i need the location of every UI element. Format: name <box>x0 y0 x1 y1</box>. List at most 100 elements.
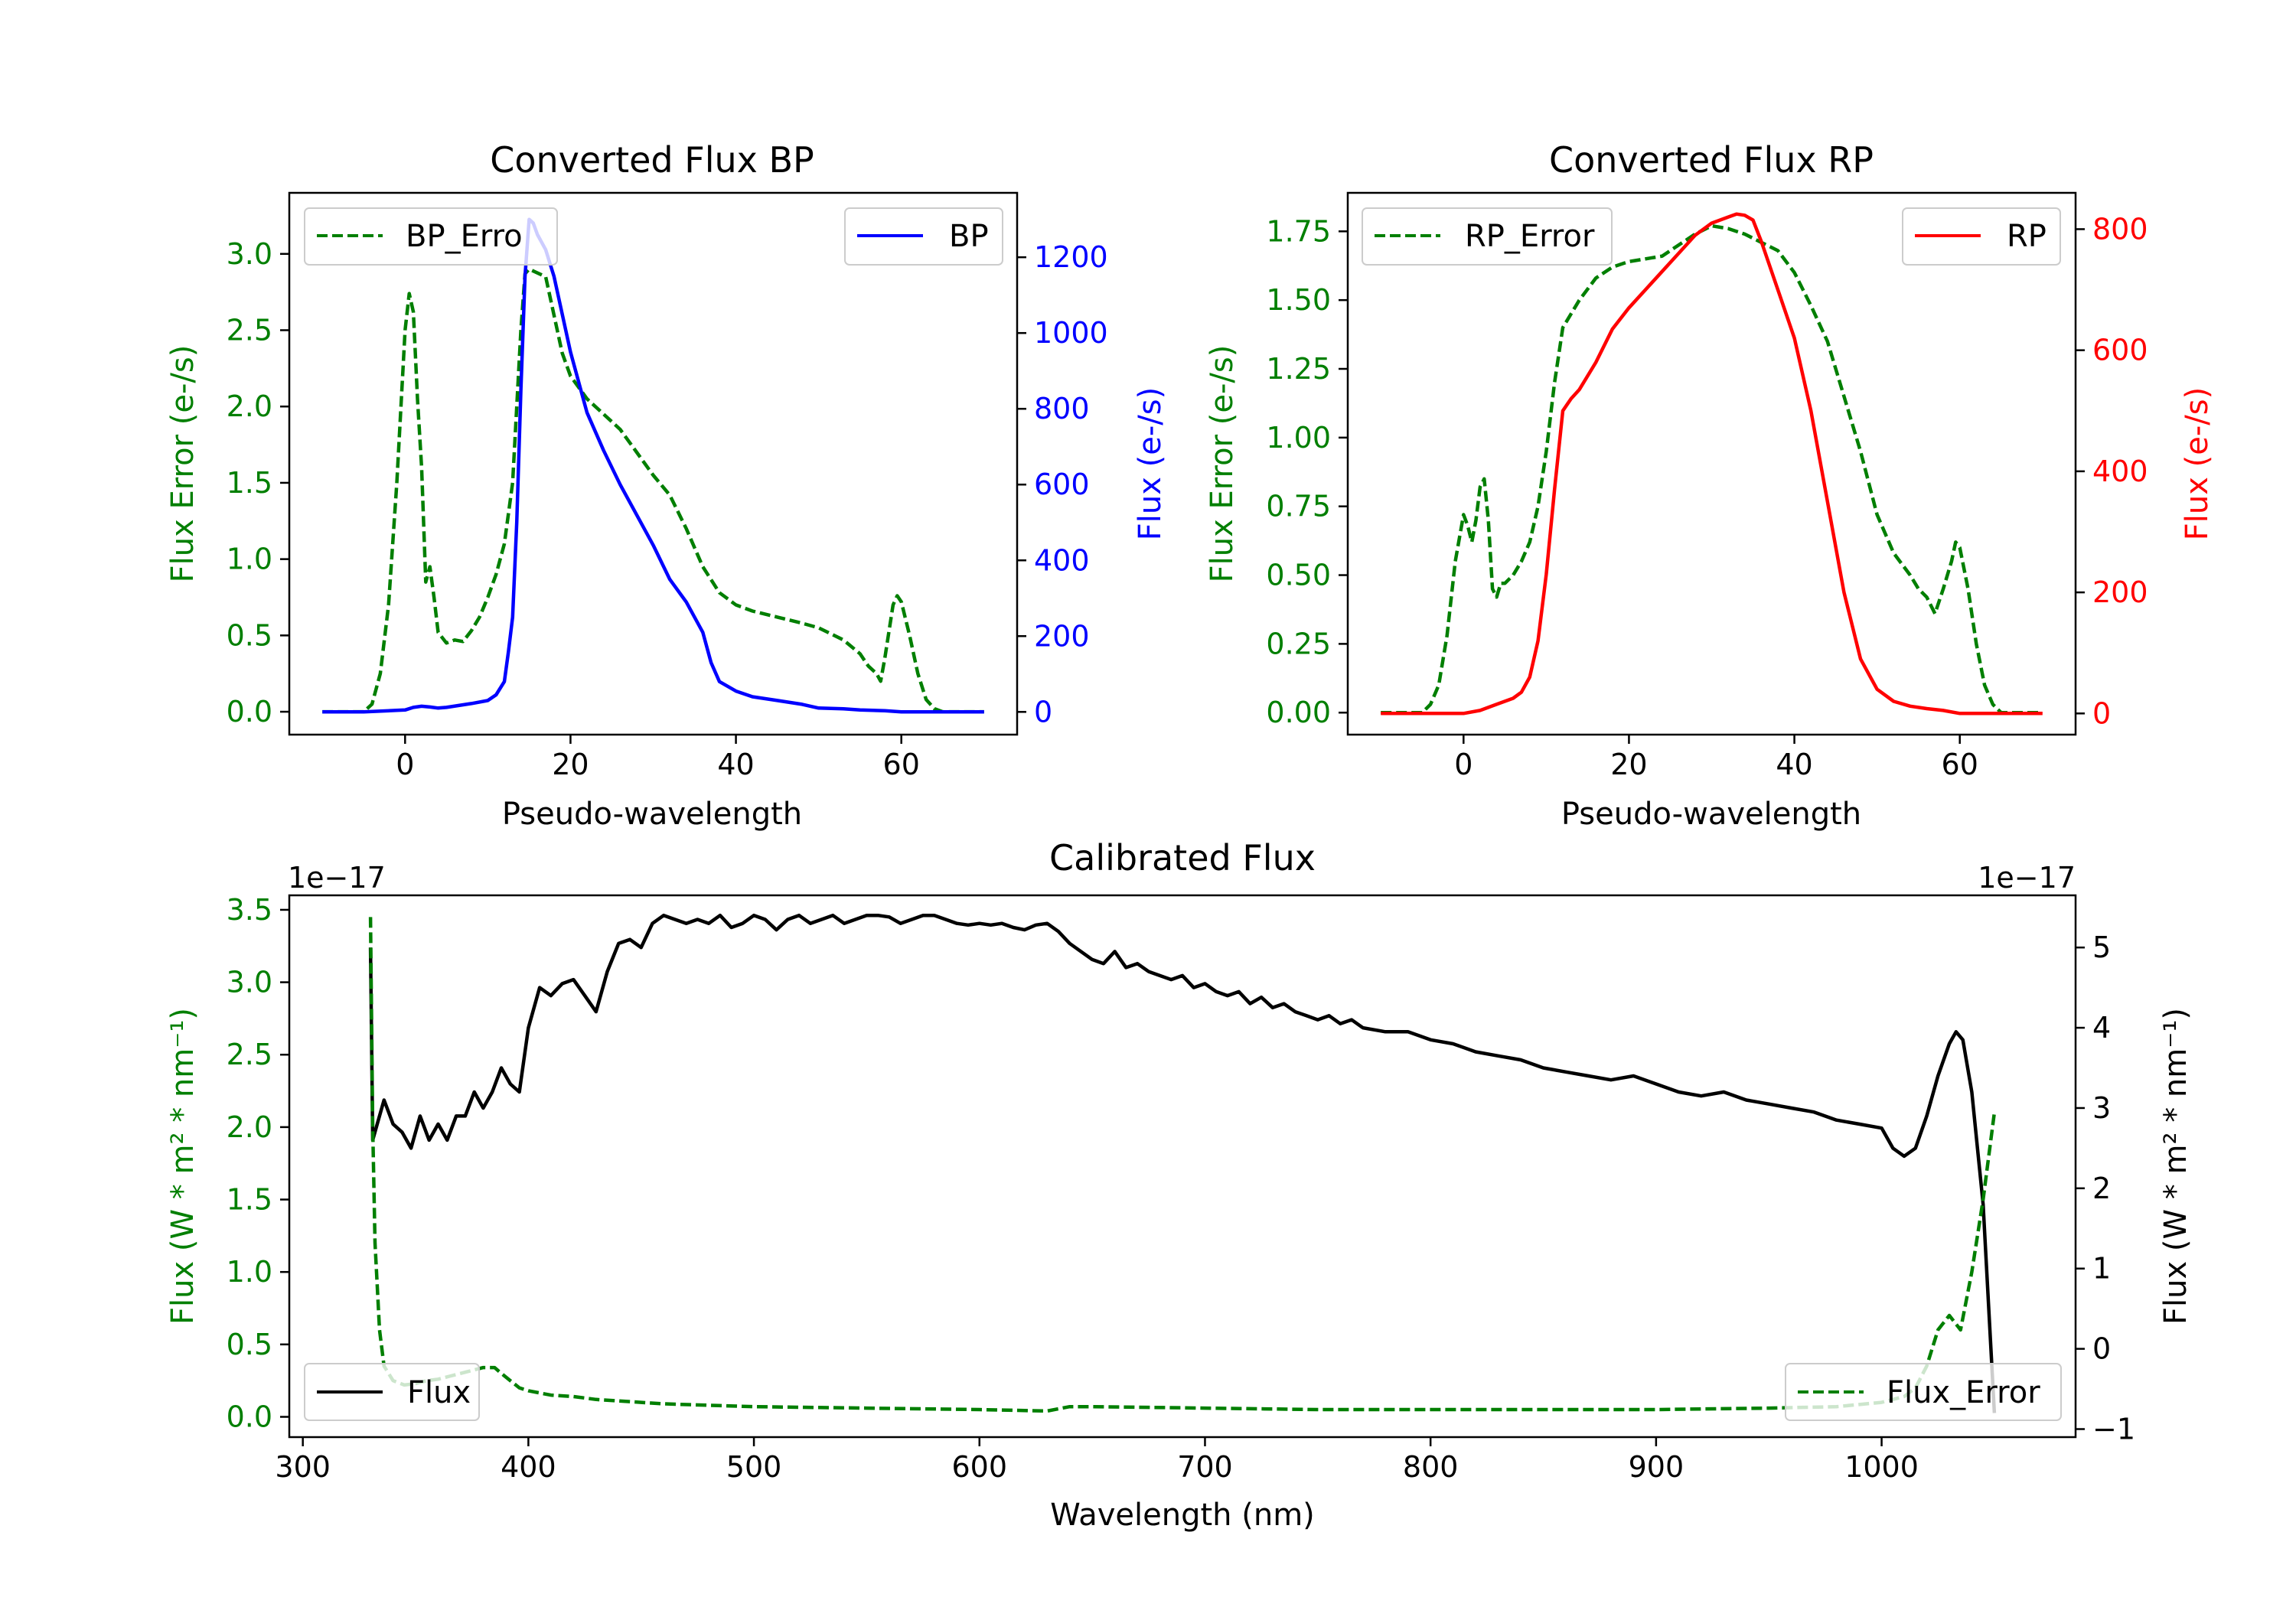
calibrated-panel: Calibrated Flux 1e−17 1e−17 300 400 500 600… <box>165 837 2193 1533</box>
bp-ytick-left-label: 2.5 <box>227 313 272 347</box>
rp-ytick-left-label: 0.75 <box>1266 490 1331 523</box>
cal-ytick-left-label: 3.5 <box>227 893 272 927</box>
cal-xtick-label: 700 <box>1177 1450 1233 1484</box>
rp-axes-frame <box>1346 191 2077 736</box>
bp-ytick-right-label: 200 <box>1034 619 1090 653</box>
legend-box <box>304 1363 480 1421</box>
rp-xtick-label: 40 <box>1776 748 1812 781</box>
rp-ytick-left-label: 1.50 <box>1266 283 1331 317</box>
rp-legend-error: RP_Error <box>1362 207 1613 266</box>
cal-ylabel-right: Flux (W * m² * nm⁻¹) <box>2158 1008 2193 1325</box>
rp-xtick-label: 0 <box>1454 748 1473 781</box>
rp-legend-flux: RP <box>1902 207 2061 266</box>
cal-xlabel: Wavelength (nm) <box>1050 1498 1315 1533</box>
cal-xtick-label: 800 <box>1403 1450 1459 1484</box>
rp-xtick-label: 60 <box>1942 748 1978 781</box>
cal-ytick-right-label: 1 <box>2092 1252 2111 1286</box>
rp-series-rp-error <box>1381 223 2043 715</box>
legend-label: Flux <box>407 1375 471 1410</box>
legend-label: BP_Erro <box>406 219 523 254</box>
rp-ytick-left-label: 1.25 <box>1266 352 1331 386</box>
bp-xtick-label: 40 <box>717 748 754 781</box>
rp-ytick-left-label: 0.00 <box>1266 696 1331 729</box>
cal-ytick-right-label: 5 <box>2092 931 2111 964</box>
cal-ytick-left-label: 0.0 <box>227 1400 272 1433</box>
bp-axes-frame <box>288 191 1019 736</box>
bp-ylabel-right: Flux (e-/s) <box>1133 387 1168 540</box>
rp-panel: Converted Flux RP 0 20 40 60 0.00 0.25 0.50 0.7… <box>1205 139 2215 832</box>
cal-ytick-left-label: 1.0 <box>227 1255 272 1289</box>
rp-series-rp <box>1381 212 2043 715</box>
rp-ticks: 0 20 40 60 0.00 0.25 0.50 0.75 1.00 1.25 1.50 1.75 0… <box>1266 212 2148 781</box>
rp-ytick-right-label: 0 <box>2092 696 2111 730</box>
bp-series-bp <box>322 217 984 714</box>
bp-ytick-right-label: 1000 <box>1034 316 1108 350</box>
cal-ytick-left-label: 2.5 <box>227 1038 272 1071</box>
bp-panel: Converted Flux BP 0 20 40 60 0.0 0.5 1.0 1.5 2.0… <box>165 139 1168 832</box>
bp-ytick-left-label: 0.0 <box>227 695 272 729</box>
bp-ytick-right-label: 0 <box>1034 695 1052 729</box>
cal-ytick-left-label: 1.5 <box>227 1183 272 1217</box>
legend-box <box>304 207 558 266</box>
bp-legend-error: BP_Erro <box>304 207 558 266</box>
bp-ytick-left-label: 1.0 <box>227 543 272 576</box>
cal-xtick-label: 500 <box>726 1450 782 1484</box>
bp-title: Converted Flux BP <box>490 139 814 181</box>
bp-ticks: 0 20 40 60 0.0 0.5 1.0 1.5 2.0 2.5 3.0 0 200 400 600 80… <box>227 237 1108 781</box>
bp-ytick-right-label: 400 <box>1034 543 1090 577</box>
rp-xtick-label: 20 <box>1610 748 1647 781</box>
cal-ylabel-left: Flux (W * m² * nm⁻¹) <box>165 1008 201 1325</box>
cal-axes-frame <box>288 894 2077 1439</box>
cal-title: Calibrated Flux <box>1049 837 1316 878</box>
legend-box <box>844 207 1003 266</box>
cal-xtick-label: 400 <box>501 1450 556 1484</box>
rp-ytick-right-label: 400 <box>2092 455 2148 488</box>
legend-box <box>1362 207 1613 266</box>
cal-ytick-left-label: 0.5 <box>227 1328 272 1361</box>
cal-ytick-left-label: 3.0 <box>227 966 272 999</box>
legend-label: RP <box>2007 219 2047 254</box>
cal-ytick-right-label: 2 <box>2092 1172 2111 1205</box>
bp-plot-area <box>322 217 984 714</box>
rp-ytick-left-label: 0.50 <box>1266 559 1331 592</box>
cal-xtick-label: 1000 <box>1844 1450 1919 1484</box>
legend-box <box>1902 207 2061 266</box>
cal-xtick-label: 600 <box>952 1450 1008 1484</box>
rp-ytick-left-label: 0.25 <box>1266 627 1331 660</box>
bp-xtick-label: 0 <box>396 748 414 781</box>
rp-title: Converted Flux RP <box>1549 139 1874 181</box>
bp-legend-flux: BP <box>844 207 1003 266</box>
legend-box <box>1785 1363 2062 1421</box>
cal-series-flux <box>368 913 1997 1413</box>
cal-ytick-right-label: −1 <box>2092 1413 2135 1446</box>
cal-ticks: 300 400 500 600 700 800 900 1000 0.0 0.5 1.0 1.5 2.0… <box>227 893 2135 1484</box>
bp-ytick-left-label: 0.5 <box>227 618 272 652</box>
bp-xlabel: Pseudo-wavelength <box>502 797 802 832</box>
legend-label: RP_Error <box>1465 219 1595 254</box>
legend-label: BP <box>949 219 989 254</box>
bp-ytick-left-label: 2.0 <box>227 390 272 423</box>
cal-ytick-right-label: 4 <box>2092 1011 2111 1045</box>
rp-ytick-right-label: 800 <box>2092 212 2148 246</box>
bp-ytick-right-label: 800 <box>1034 392 1090 425</box>
rp-ytick-right-label: 600 <box>2092 334 2148 367</box>
cal-offset-right: 1e−17 <box>1978 861 2076 895</box>
rp-ytick-left-label: 1.75 <box>1266 214 1331 248</box>
bp-ylabel-left: Flux Error (e-/s) <box>165 345 201 583</box>
rp-ylabel-right: Flux (e-/s) <box>2180 387 2215 540</box>
bp-ytick-right-label: 1200 <box>1034 240 1108 274</box>
rp-ytick-right-label: 200 <box>2092 575 2148 609</box>
cal-ytick-right-label: 0 <box>2092 1332 2111 1366</box>
bp-ytick-left-label: 3.0 <box>227 237 272 271</box>
cal-ytick-right-label: 3 <box>2092 1091 2111 1125</box>
rp-plot-area <box>1381 212 2043 715</box>
cal-offset-left: 1e−17 <box>288 861 386 895</box>
rp-ylabel-left: Flux Error (e-/s) <box>1205 345 1240 583</box>
rp-xlabel: Pseudo-wavelength <box>1561 797 1861 832</box>
cal-xtick-label: 300 <box>275 1450 331 1484</box>
cal-legend-error: Flux_Error <box>1785 1363 2062 1421</box>
cal-xtick-label: 900 <box>1629 1450 1684 1484</box>
legend-label: Flux_Error <box>1887 1375 2040 1410</box>
